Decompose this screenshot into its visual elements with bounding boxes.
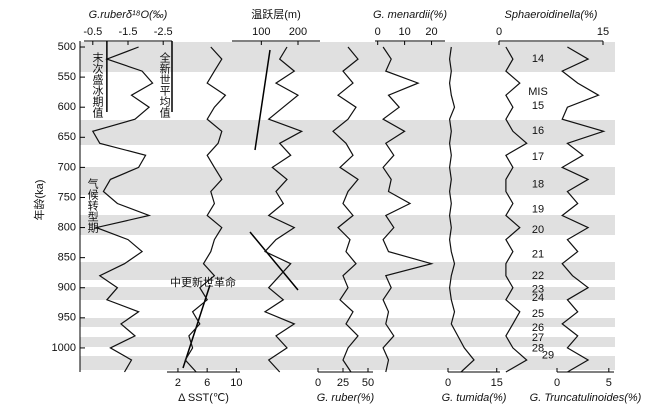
band [80,337,615,347]
x-tick-label: 0 [554,377,560,389]
mis-label: 14 [532,53,544,65]
annotation: 中更新世革命 [170,275,236,289]
data-line [448,46,475,373]
x-axis-label: G. Truncatulinoides(%) [530,392,642,404]
y-tick-label: 950 [58,312,76,324]
mis-label: 20 [532,224,544,236]
y-tick-label: 600 [58,101,76,113]
mis-label: 21 [532,249,544,261]
x-tick-label: 0 [445,377,451,389]
data-line [91,46,154,373]
x-tick-label: 10 [230,377,242,389]
mis-title: MIS [528,86,548,98]
y-tick-label: 850 [58,252,76,264]
mis-label: 15 [532,100,544,112]
x-tick-label: 200 [289,26,307,38]
mis-label: 26 [532,322,544,334]
band [80,215,615,235]
mis-label: 29 [542,350,554,362]
band [80,287,615,300]
mis-label: 24 [532,292,544,304]
x-tick-label: 15 [491,377,503,389]
band [80,120,615,145]
x-tick-label: -2.5 [154,26,173,38]
x-tick-label: 100 [252,26,270,38]
x-axis-label: 温跃层(m) [251,7,301,21]
x-tick-label: 5 [606,377,612,389]
x-tick-label: 15 [597,26,609,38]
mis-label: 28 [532,342,544,354]
y-tick-label: 900 [58,282,76,294]
x-tick-label: 20 [425,26,437,38]
band [80,356,615,370]
y-tick-label: 550 [58,71,76,83]
y-axis-label: 年龄(ka) [32,180,46,221]
band [80,167,615,195]
x-axis-label: Δ SST(℃) [178,392,229,404]
reference-label: 末次盛冰期值 [91,51,104,119]
x-tick-label: -0.5 [83,26,102,38]
x-axis-label: G. menardii(%) [373,9,447,21]
data-line [184,46,227,373]
x-tick-label: 0 [496,26,502,38]
data-line [382,46,434,373]
mis-label: 22 [532,270,544,282]
mis-label: 17 [532,151,544,163]
data-line [263,46,304,373]
trend-line [182,284,211,369]
y-tick-label: 750 [58,191,76,203]
y-tick-label: 1000 [52,342,76,354]
x-tick-label: 6 [204,377,210,389]
x-tick-label: 10 [398,26,410,38]
x-tick-label: 0 [375,26,381,38]
reference-label: 全新世平均值 [158,51,171,119]
annotation: 气候转型期 [86,177,99,234]
data-line [332,46,359,373]
x-axis-label: Sphaeroidinella(%) [505,9,598,21]
mis-label: 23 [532,283,544,295]
y-tick-label: 800 [58,221,76,233]
data-line [505,46,528,373]
mis-label: 19 [532,203,544,215]
x-tick-label: 0 [315,377,321,389]
x-axis-label: G. ruber(%) [317,392,375,404]
mis-label: 27 [532,332,544,344]
trend-line [254,49,271,151]
x-tick-label: 2 [175,377,181,389]
mis-label: 25 [532,308,544,320]
x-axis-label: G. tumida(%) [442,392,507,404]
mis-label: 18 [532,179,544,191]
y-tick-label: 650 [58,131,76,143]
y-tick-label: 700 [58,161,76,173]
x-tick-label: 50 [362,377,374,389]
x-tick-label: -1.5 [119,26,138,38]
glacial-bands [80,42,615,370]
trend-line [249,231,299,291]
mis-label: 16 [532,125,544,137]
x-tick-label: 25 [337,377,349,389]
y-tick-label: 500 [58,41,76,53]
x-axis-label: G.ruberδ¹⁸O(‰) [89,9,168,21]
data-line [560,46,606,373]
